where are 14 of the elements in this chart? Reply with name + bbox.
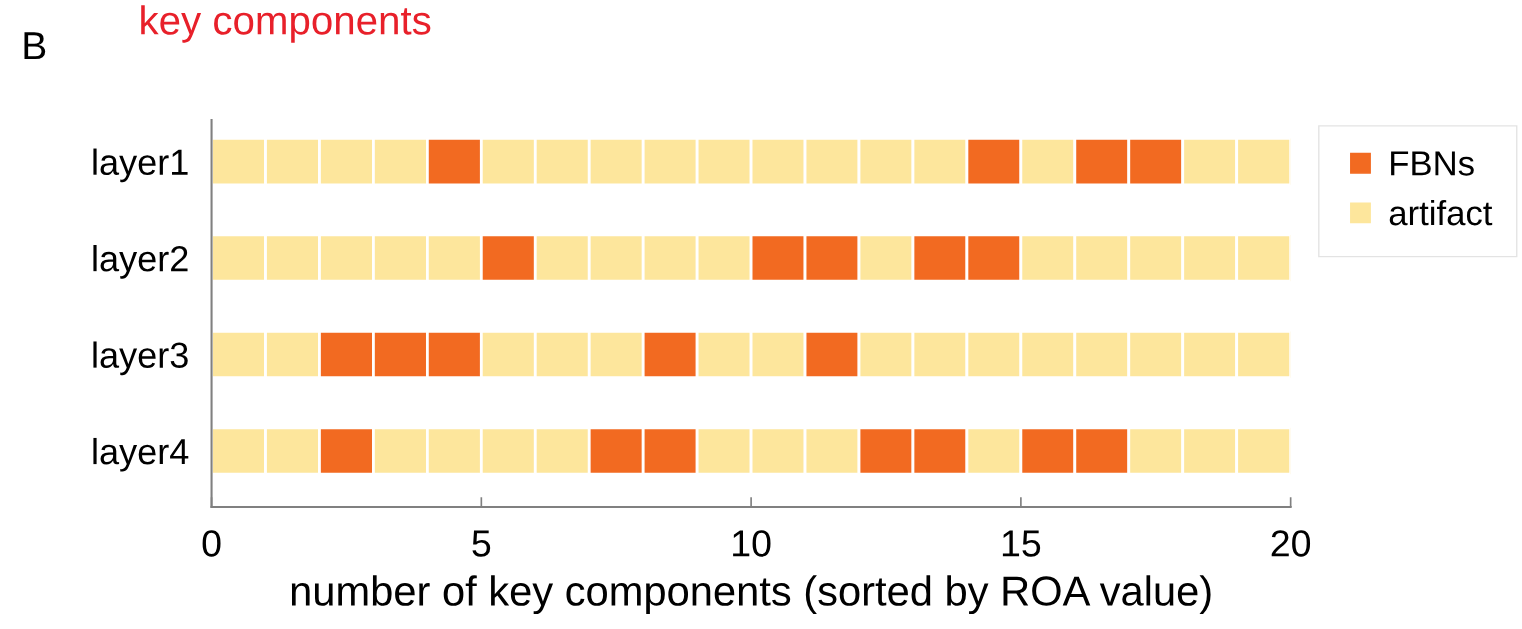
- y-tick-label: layer2: [93, 245, 188, 279]
- legend-label: FBNs: [1391, 151, 1474, 176]
- x-tick-label: 15: [1002, 530, 1041, 557]
- x-tick-label: 5: [472, 530, 491, 557]
- y-tick-label: layer1: [93, 148, 188, 183]
- y-tick-label: layer4: [93, 437, 189, 472]
- text: B: [24, 32, 46, 60]
- text: key components: [141, 5, 431, 43]
- x-tick-label: 0: [202, 530, 221, 557]
- legend-label: artifact: [1389, 199, 1493, 226]
- y-tick-label: layer3: [93, 341, 188, 376]
- x-tick-label: 20: [1271, 530, 1311, 557]
- x-tick-label: 10: [733, 530, 771, 557]
- x-axis-title: number of key components (sorted by ROA value): [291, 575, 1211, 615]
